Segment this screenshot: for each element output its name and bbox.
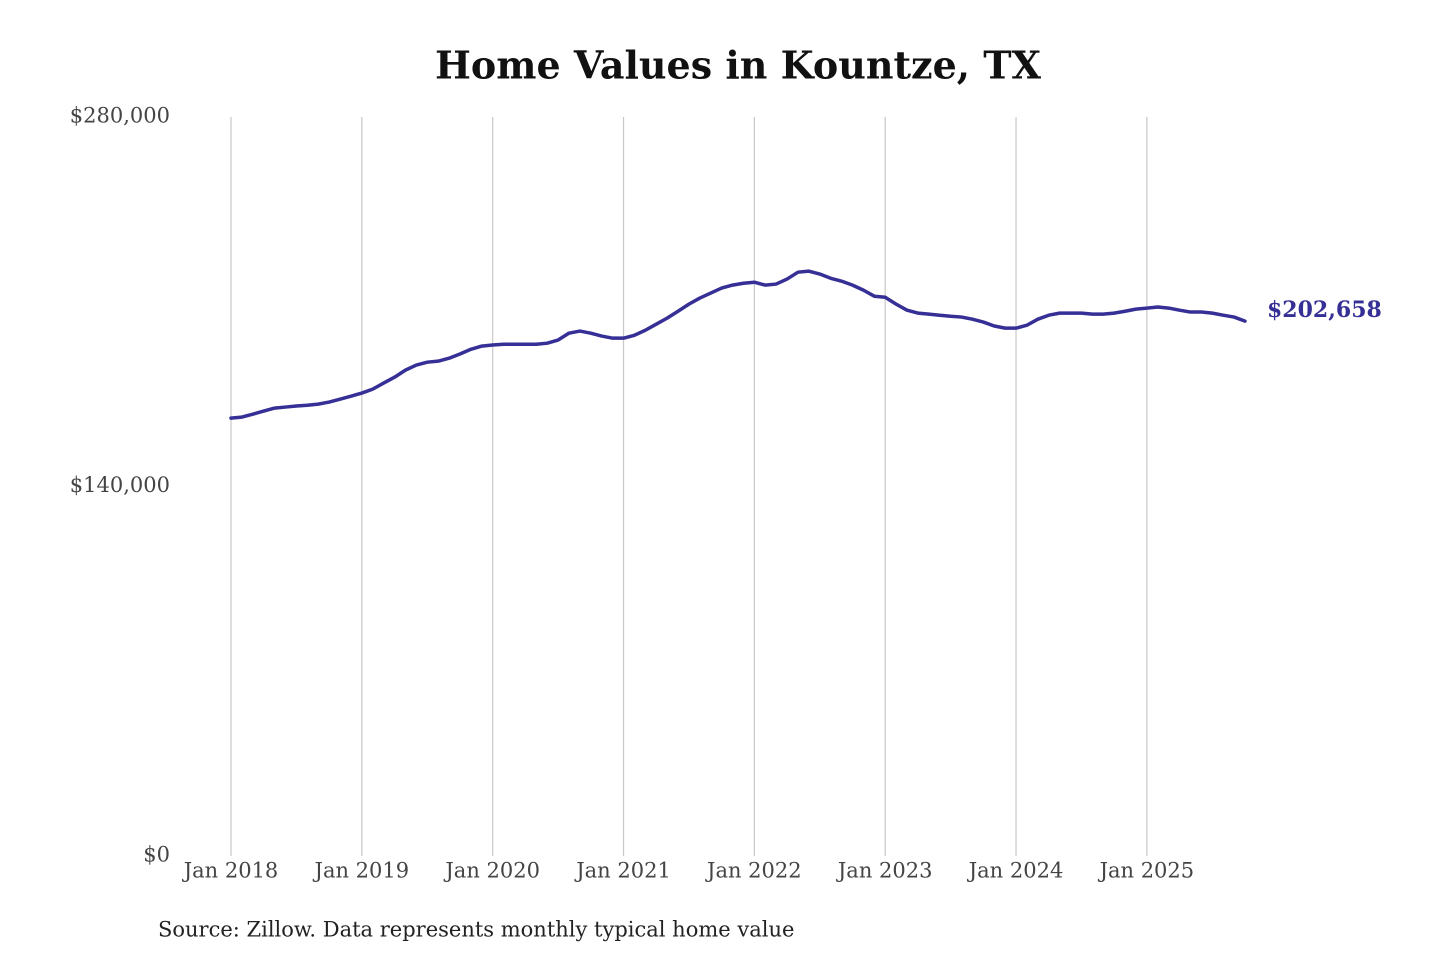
y-tick-label: $0	[143, 843, 170, 867]
data-line	[229, 269, 1247, 420]
y-tick-label: $280,000	[70, 104, 170, 128]
x-tick-label: Jan 2021	[574, 859, 671, 883]
x-tick-label: Jan 2018	[182, 859, 279, 883]
x-tick-label: Jan 2020	[443, 859, 540, 883]
x-tick-label: Jan 2023	[836, 859, 933, 883]
x-tick-label: Jan 2025	[1098, 859, 1195, 883]
x-tick-label: Jan 2024	[967, 859, 1064, 883]
y-tick-label: $140,000	[70, 473, 170, 497]
x-tick-label: Jan 2019	[313, 859, 410, 883]
chart-title: Home Values in Kountze, TX	[435, 43, 1041, 88]
x-tick-label: Jan 2022	[705, 859, 802, 883]
source-note: Source: Zillow. Data represents monthly …	[158, 918, 794, 942]
end-value-label: $202,658	[1267, 297, 1382, 323]
